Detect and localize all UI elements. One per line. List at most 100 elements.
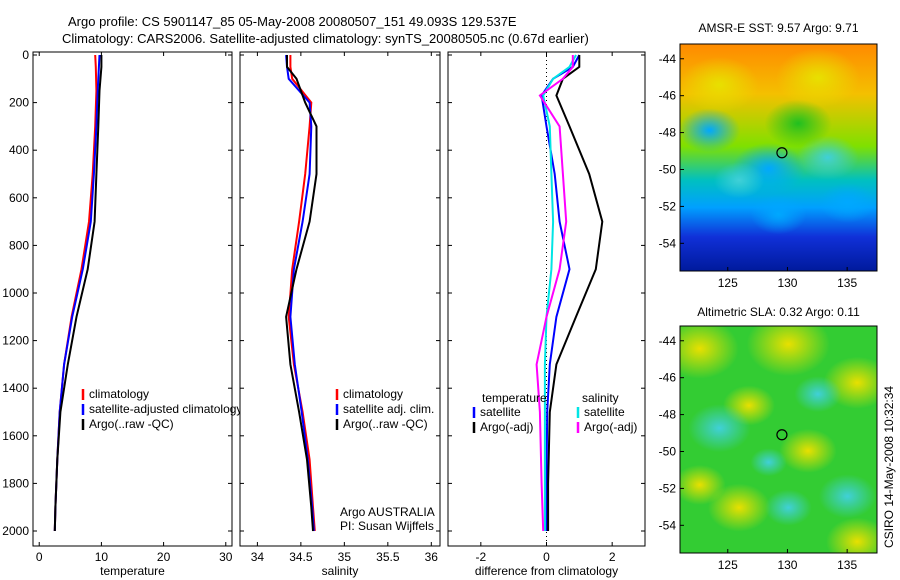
difference-xtick-label: -2 [475,550,486,564]
footer-stamp: CSIRO 14-May-2008 10:32:34 [882,386,896,548]
legend-label-0-0: satellite [480,405,521,419]
difference-xtick-label: 2 [609,550,616,564]
temperature-series-line-2 [53,55,103,532]
sla-field-patch-0 [680,326,739,379]
salinity-annotation-line: Argo AUSTRALIA [340,505,435,519]
difference-series-line-3 [535,55,574,532]
salinity-legend-label: Argo(..raw -QC) [343,417,428,431]
salinity-xtick-label: 36 [425,550,439,564]
salinity-xtick-label: 34.5 [289,550,313,564]
legend-label-1-1: Argo(-adj) [584,420,637,434]
depth-tick-label: 0 [22,48,29,62]
temperature-plot-frame [32,51,233,547]
salinity-series-line-0 [287,55,316,532]
sla-field-patch-7 [764,489,812,526]
depth-tick-label: 600 [9,191,29,205]
sst-field-patch-4 [764,99,832,148]
sla_map-xtick-label: 135 [837,558,857,572]
map-panels: AMSR-E SST: 9.57 Argo: 9.71 125 130 135 -44 -… [659,21,878,572]
salinity-legend-label: satellite adj. clim. [343,402,434,416]
sla_map-ytick-label: -44 [659,334,677,348]
depth-tick-label: 1200 [2,334,29,348]
depth-tick-label: 2000 [2,524,29,538]
sla-field-patch-8 [707,483,771,532]
sst_map-title: AMSR-E SST: 9.57 Argo: 9.71 [698,21,858,35]
sla-field-patch-9 [779,428,837,473]
salinity-panel: 34 34.5 35 35.5 36 salinity climatologysatelli… [239,51,441,578]
sla_map-ytick-label: -50 [659,444,677,458]
sla_map-ytick-label: -46 [659,371,677,385]
temperature-xtick-label: 0 [36,550,43,564]
sla_map-float-position-marker [776,429,788,441]
sst_map-panel: AMSR-E SST: 9.57 Argo: 9.71 125 130 135 -44 -… [659,21,878,290]
legend-header-0: temperature [482,391,547,405]
sla_map-xtick-label: 130 [777,558,797,572]
depth-tick-label: 1600 [2,429,29,443]
profile-panels: 0 10 20 30020040060080010001200140016001800… [2,48,646,578]
temperature-legend-label: climatology [89,387,149,401]
header-line-1: Argo profile: CS 5901147_85 05-May-2008 … [68,14,517,29]
salinity-xtick-label: 35.5 [376,550,400,564]
salinity-series-line-1 [285,54,315,532]
sst-field-patch-7 [775,48,860,109]
sst_map-ytick-label: -54 [659,236,677,250]
sla-field-patch-5 [794,376,842,413]
sst-field-patch-2 [796,135,859,180]
salinity-plot-frame [239,51,441,547]
sst_map-ytick-label: -46 [659,89,677,103]
sla-field-patch-11 [826,517,877,553]
sst-field-patch-0 [680,108,741,153]
salinity-legend-label: climatology [343,387,403,401]
sst_map-frame [679,43,878,272]
depth-tick-label: 1800 [2,476,29,490]
difference-xlabel: difference from climatology [475,564,618,578]
depth-tick-label: 1400 [2,381,29,395]
temperature-xtick-label: 30 [219,550,233,564]
sla_map-ytick-label: -52 [659,481,677,495]
sla_map-ytick-label: -48 [659,408,677,422]
salinity-series-line-2 [285,55,318,532]
sla_map-xtick-label: 125 [718,558,738,572]
sla_map-ytick-label: -54 [659,518,677,532]
temperature-xtick-label: 10 [95,550,109,564]
difference-series-line-2 [542,54,577,531]
sst_map-ytick-label: -48 [659,126,677,140]
sst-field-patch-6 [680,56,759,113]
difference-xtick-label: 0 [543,550,550,564]
temperature-panel: 0 10 20 30 0 200 400 600 800 1000 1200 1400 1600 1800… [2,48,242,578]
salinity-xtick-label: 34 [251,550,265,564]
sst-field-patch-3 [713,162,765,199]
header-line-2: Climatology: CARS2006. Satellite-adjuste… [62,31,589,46]
sla-field-patch-12 [750,448,787,477]
depth-tick-label: 800 [9,238,29,252]
salinity-annotation-line: PI: Susan Wijffels [340,519,434,533]
sst-field-patch-8 [750,194,807,235]
temperature-xtick-label: 20 [157,550,171,564]
sst_map-xtick-label: 125 [718,276,738,290]
temperature-xlabel: temperature [100,564,165,578]
sst_map-xtick-label: 130 [777,276,797,290]
sst_map-xtick-label: 135 [837,276,857,290]
sst_map-field [680,44,877,271]
depth-tick-label: 400 [9,143,29,157]
sst_map-ytick-label: -50 [659,162,677,176]
sla-field-patch-1 [746,326,830,377]
legend-header-1: salinity [582,391,619,405]
sla_map-panel: Altimetric SLA: 0.32 Argo: 0.11 125 130 135… [659,305,878,572]
sla-field-patch-10 [680,464,726,505]
sla_map-field [680,326,877,553]
sst-field-patch-5 [819,182,876,223]
sst_map-ytick-label: -44 [659,52,677,66]
sla_map-title: Altimetric SLA: 0.32 Argo: 0.11 [697,305,860,319]
sla_map-frame [679,325,878,554]
depth-tick-label: 1000 [2,286,29,300]
salinity-xtick-label: 35 [338,550,352,564]
sst_map-float-position-marker [776,147,788,159]
sst_map-ytick-label: -52 [659,199,677,213]
temperature-legend-label: satellite-adjusted climatology [89,402,242,416]
salinity-xlabel: salinity [322,564,359,578]
legend-label-1-0: satellite [584,405,625,419]
depth-tick-label: 200 [9,96,29,110]
